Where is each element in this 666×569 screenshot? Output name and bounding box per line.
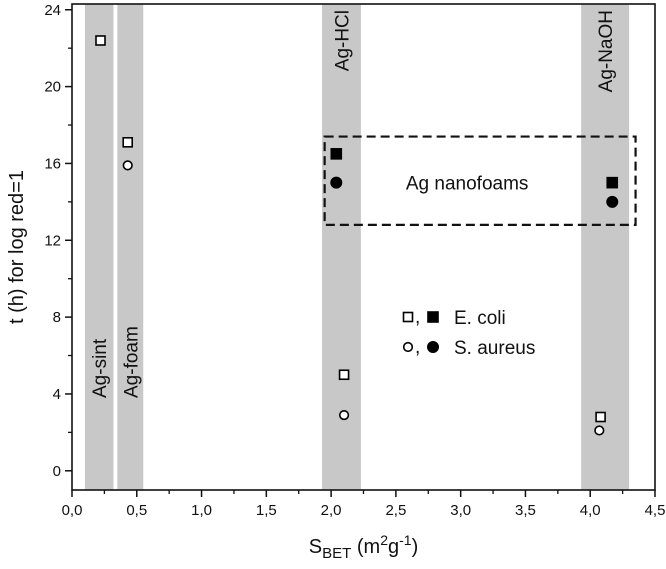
x-axis-title: SBET (m2g-1) [309,532,418,562]
x-tick-label-3: 1,5 [256,502,277,519]
point-s0-p2 [338,369,350,381]
legend-filled-marker-1 [426,340,439,353]
legend-open-marker-1 [402,341,414,353]
point-s1-p1 [606,176,619,189]
x-tick-label-5: 2,5 [385,502,406,519]
point-s2-p0 [122,160,133,171]
y-tick-label-6: 24 [44,2,61,19]
data-points [95,35,619,436]
y-tick-label-5: 20 [44,79,61,96]
x-axis-ticks: 0,0 0,5 1,0 1,5 2,0 2,5 3,0 3,5 4,0 4,5 [62,490,666,519]
band-labels: Ag-sint Ag-foam Ag-HCl Ag-NaOH [90,10,617,398]
x-axis-title-sup2: -1 [399,532,412,548]
y-tick-label-2: 8 [53,309,61,326]
x-axis-title-subscript: BET [322,545,351,562]
annotation-label: Ag nanofoams [406,174,529,195]
x-axis-title-main: S [309,536,322,558]
point-s1-p0 [330,148,343,160]
band-3 [581,4,630,490]
x-axis-title-sup1: 2 [380,532,388,548]
legend-label-0: E. coli [454,308,506,329]
band-label-1: Ag-foam [121,326,142,398]
y-tick-label-0: 0 [53,463,61,480]
x-tick-label-7: 3,5 [515,502,536,519]
y-tick-label-4: 16 [44,155,61,172]
legend-label-1: S. aureus [454,338,535,359]
x-tick-label-0: 0,0 [62,502,83,519]
y-tick-label-3: 12 [44,232,61,249]
x-tick-label-8: 4,0 [580,502,601,519]
annotation-group: Ag nanofoams [323,135,637,227]
legend-filled-marker-0 [427,311,439,323]
y-axis-title: t (h) for log red=1 [6,170,28,324]
legend-separator-0: , [415,307,420,328]
legend: , E. coli, S. aureus [402,307,535,359]
x-axis-title-close: ) [412,536,419,558]
band-1 [117,4,144,490]
x-tick-label-6: 3,0 [450,502,471,519]
annotation-box [323,135,637,227]
x-axis-title-unit: (m [351,536,380,558]
x-tick-label-9: 4,5 [645,502,666,519]
x-tick-label-4: 2,0 [321,502,342,519]
x-tick-label-2: 1,0 [191,502,212,519]
legend-separator-1: , [415,337,420,358]
highlight-bands [84,4,630,490]
y-tick-label-1: 4 [53,386,61,403]
y-axis-ticks: 0 4 8 12 16 20 24 [44,2,72,480]
band-2 [322,4,361,490]
x-tick-label-1: 0,5 [126,502,147,519]
point-s3-p1 [606,195,619,208]
point-s2-p2 [594,425,605,436]
band-label-3: Ag-NaOH [596,10,617,92]
point-s2-p1 [338,409,350,421]
band-0 [84,4,114,490]
legend-open-marker-0 [402,311,414,323]
band-label-0: Ag-sint [90,338,111,398]
point-s0-p0 [95,35,106,46]
band-label-2: Ag-HCl [332,10,353,71]
point-s0-p3 [595,411,606,423]
x-axis-title-unit-g: g [388,536,399,558]
plot-frame [71,3,656,491]
point-s3-p0 [330,176,343,189]
point-s0-p1 [122,137,134,148]
